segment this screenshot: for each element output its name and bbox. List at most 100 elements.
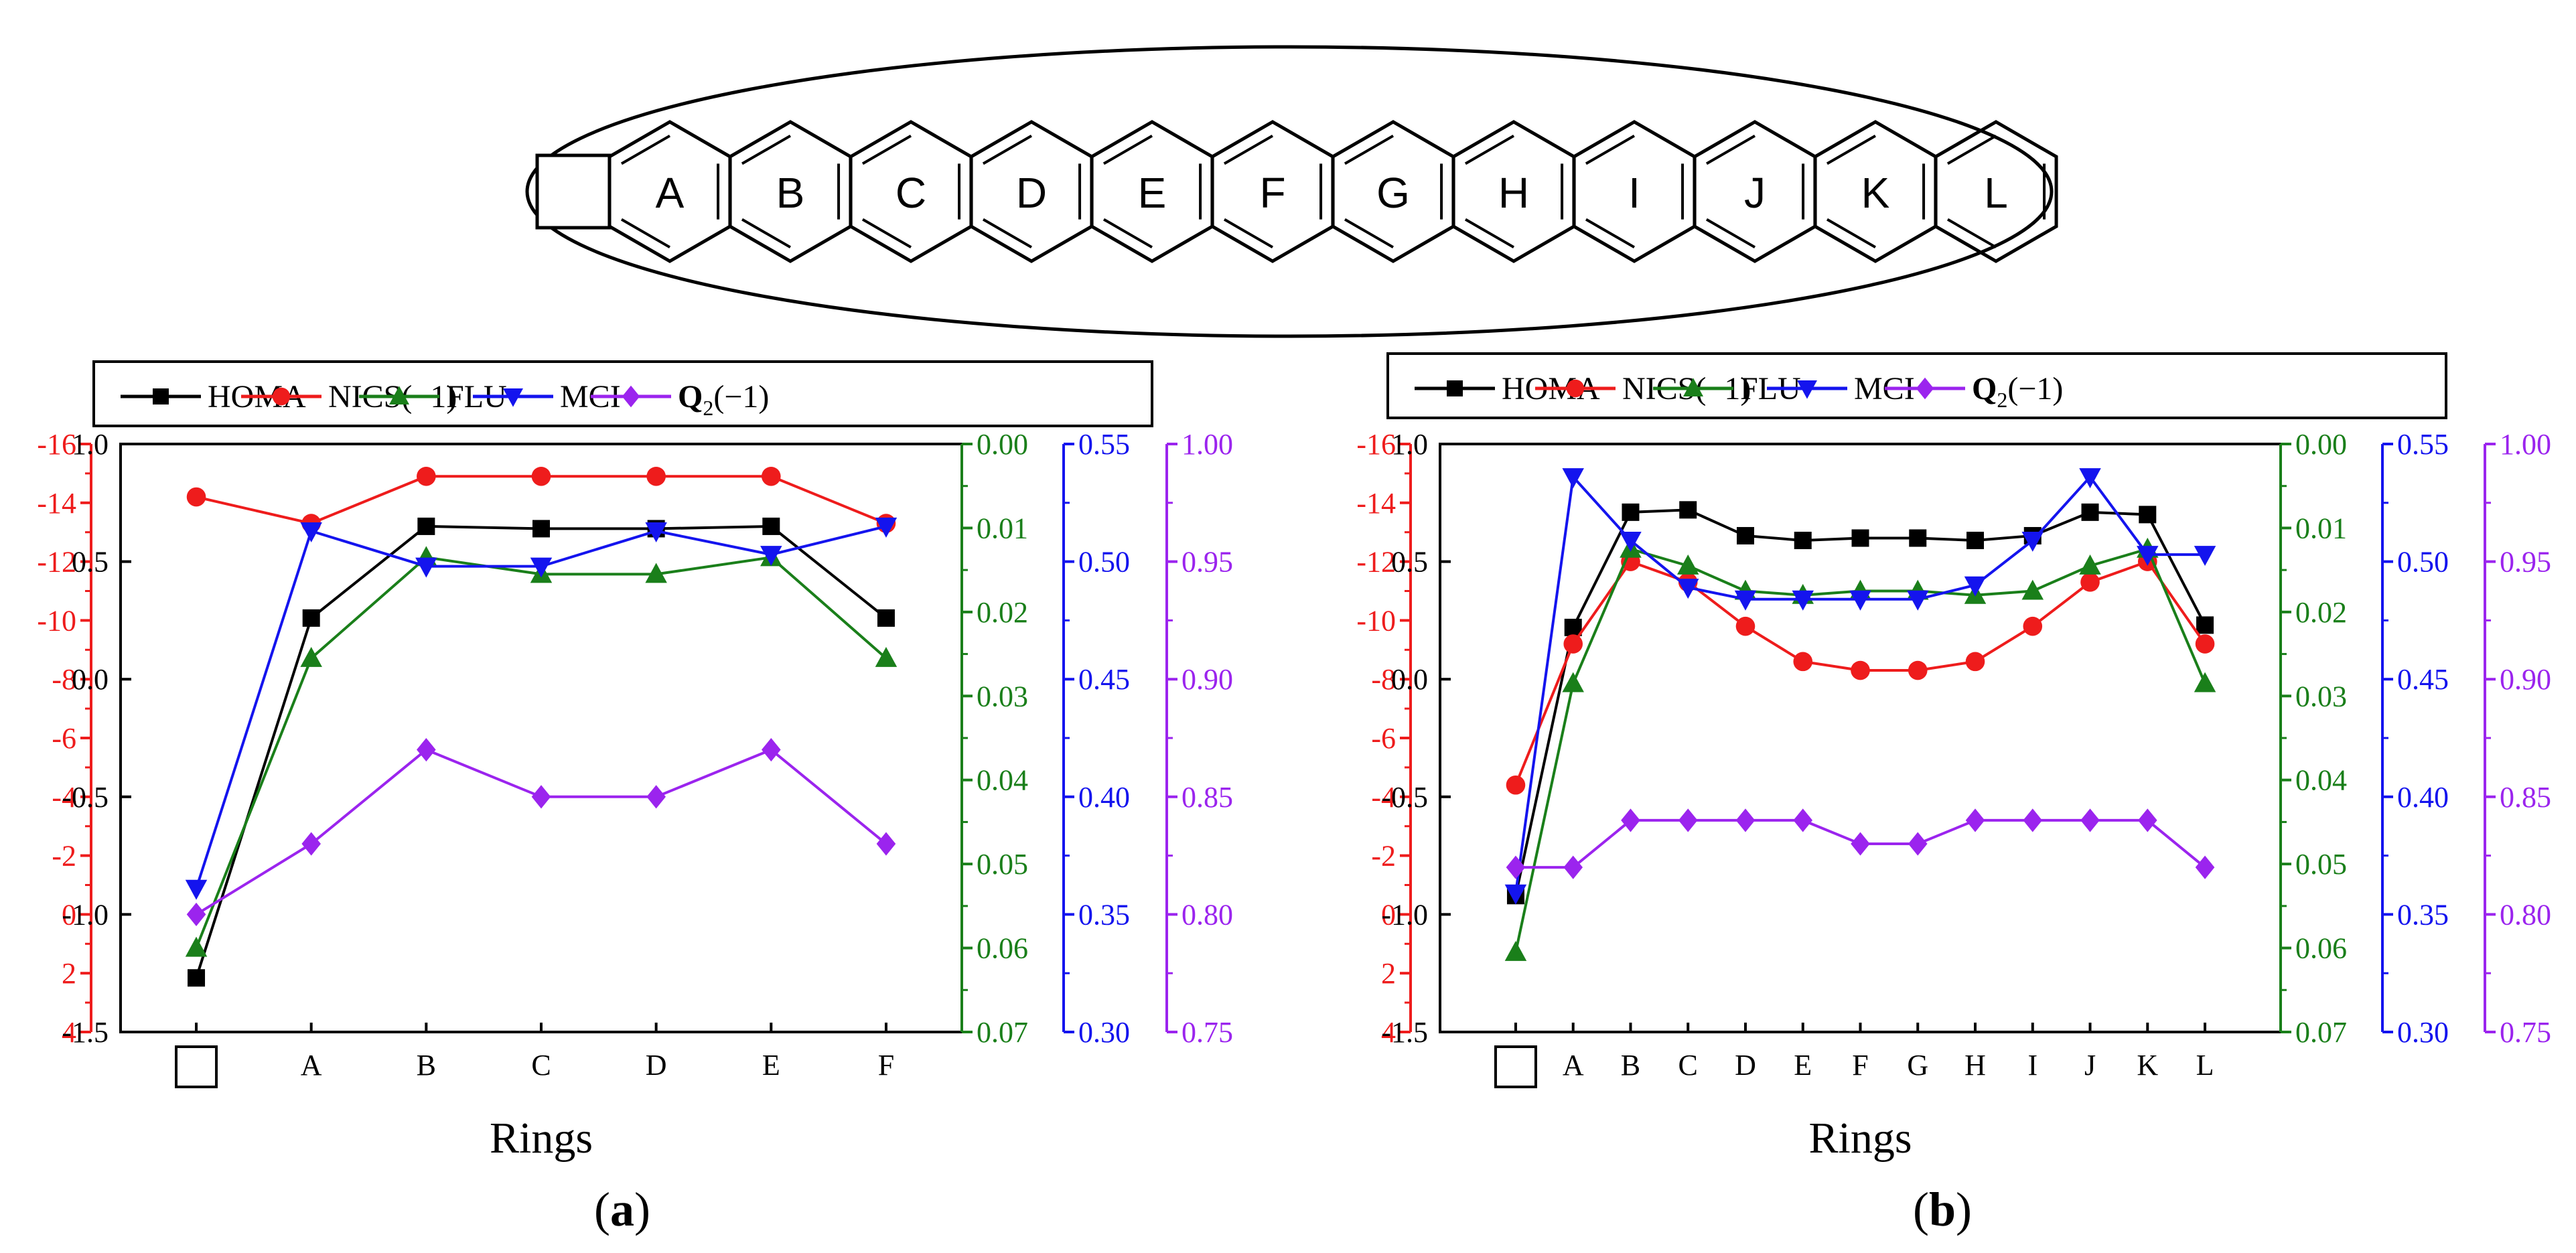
nics-tick-label: -14 — [1356, 487, 1396, 520]
data-point-flu — [875, 646, 898, 667]
data-point-nics — [762, 466, 781, 486]
double-bond-line — [982, 135, 1032, 165]
legend-q2-main: Q — [678, 379, 703, 415]
data-point-homa — [2081, 503, 2099, 521]
data-point-mci — [645, 522, 667, 542]
x-tick-label: C — [1678, 1049, 1698, 1082]
legend-q2-sub: 2 — [703, 396, 713, 420]
x-tick-square-symbol — [175, 1045, 218, 1088]
data-point-nics — [531, 466, 551, 486]
data-point-nics — [186, 487, 206, 507]
data-point-mci — [1676, 579, 1699, 599]
x-tick-label: A — [301, 1049, 322, 1082]
double-bond-line — [1705, 218, 1756, 248]
data-point-mci — [415, 557, 437, 578]
nics-tick-label: 0 — [62, 898, 76, 931]
legend-frame — [92, 360, 1153, 427]
data-point-homa — [2139, 506, 2157, 524]
data-point-homa — [1794, 531, 1812, 549]
flu-tick-label: 0.04 — [977, 764, 1028, 797]
data-point-q2 — [2023, 808, 2043, 832]
q2-tick-label: 0.90 — [1182, 663, 1233, 696]
data-point-flu — [1562, 672, 1584, 692]
double-bond-line — [1826, 135, 1877, 165]
nics-tick-label: -12 — [37, 546, 76, 579]
nics-tick-label: -2 — [52, 840, 76, 873]
nics-tick-label: -10 — [37, 604, 76, 637]
series-line-homa — [195, 524, 887, 978]
double-bond-line — [1705, 135, 1756, 165]
homa-tick-label: 0.0 — [72, 663, 109, 696]
data-point-mci — [1562, 468, 1584, 489]
data-point-homa — [762, 517, 780, 535]
x-tick-label: C — [531, 1049, 551, 1082]
data-point-nics — [1563, 634, 1583, 654]
nics-axis: -16 -14 -12 -10 -8 -6 -4 -2 0 2 4 — [1356, 428, 1412, 1049]
x-tick-label: B — [1621, 1049, 1640, 1082]
homa-axis: 1.0 0.5 0.0 -0.5 -1.0 -1.5 — [1381, 428, 1451, 1049]
mci-axis: 0.55 0.50 0.45 0.40 0.35 0.30 — [1062, 428, 1130, 1049]
legend-q2-rest: (−1) — [2007, 371, 2063, 407]
legend-frame — [1386, 352, 2447, 419]
x-tick-label: F — [878, 1049, 894, 1082]
data-point-mci — [1734, 590, 1757, 611]
legend-q2-rest: (−1) — [713, 379, 769, 415]
mci-tick-label: 0.40 — [2397, 781, 2449, 814]
nics-tick-label: -10 — [1356, 604, 1396, 637]
q2-tick-label: 1.00 — [2500, 428, 2551, 461]
legend-marker-q2 — [1916, 377, 1934, 400]
homa-tick-label: -0.5 — [62, 781, 109, 814]
nics-tick-label: -2 — [1371, 840, 1396, 873]
legend-q2-main: Q — [1972, 371, 1997, 407]
mci-tick-label: 0.35 — [2397, 898, 2449, 931]
series-nics — [1506, 552, 2215, 795]
nics-tick-label: 4 — [62, 1016, 76, 1049]
legend-q2-sub: 2 — [1997, 388, 2007, 412]
data-point-nics — [2080, 573, 2100, 592]
data-point-mci — [2194, 546, 2216, 566]
data-point-nics — [2023, 616, 2043, 636]
q2-tick-label: 0.85 — [2500, 781, 2551, 814]
data-point-nics — [1735, 616, 1756, 636]
benzene-ring-L — [1934, 120, 2058, 263]
data-point-mci — [1849, 590, 1871, 611]
panel-label-close: ) — [1956, 1183, 1972, 1236]
data-point-mci — [2137, 546, 2159, 566]
molecule-enclosing-ellipse — [525, 45, 2054, 338]
series-q2 — [1506, 808, 2215, 879]
data-point-q2 — [1621, 808, 1640, 832]
homa-tick-label: -1.5 — [1381, 1016, 1428, 1049]
nics-axis: -16 -14 -12 -10 -8 -6 -4 -2 0 2 4 — [37, 428, 92, 1049]
data-point-q2 — [531, 785, 551, 809]
double-bond-line — [1585, 135, 1636, 165]
data-point-flu — [2079, 554, 2101, 575]
homa-tick-label: 0.0 — [1391, 663, 1428, 696]
legend-marker-flu — [389, 386, 409, 404]
data-point-homa — [2196, 616, 2214, 634]
x-tick-label: F — [1852, 1049, 1868, 1082]
data-point-q2 — [2080, 808, 2100, 832]
data-point-nics — [1506, 775, 1526, 795]
flu-tick-label: 0.04 — [2295, 764, 2347, 797]
data-point-q2 — [762, 738, 781, 762]
double-bond-line — [1946, 218, 1997, 248]
double-bond-line — [1102, 218, 1153, 248]
panel-label-open: ( — [594, 1183, 610, 1236]
mci-tick-label: 0.45 — [1078, 663, 1130, 696]
q2-axis: 1.00 0.95 0.90 0.85 0.80 0.75 — [1165, 428, 1233, 1049]
legend-label-q2: Q2(−1) — [1972, 371, 2063, 412]
panel-label: (b) — [1913, 1183, 1972, 1236]
x-tick-label: H — [1964, 1049, 1986, 1082]
data-point-mci — [1907, 590, 1929, 611]
homa-axis: 1.0 0.5 0.0 -0.5 -1.0 -1.5 — [62, 428, 131, 1049]
data-point-mci — [1792, 590, 1814, 611]
ring-label-D: D — [1016, 169, 1047, 217]
x-tick-label: J — [2084, 1049, 2096, 1082]
data-point-q2 — [1563, 855, 1583, 879]
q2-tick-label: 0.95 — [1182, 546, 1233, 579]
cyclobutadiene-square — [535, 153, 612, 230]
panel-label-close: ) — [634, 1183, 650, 1236]
